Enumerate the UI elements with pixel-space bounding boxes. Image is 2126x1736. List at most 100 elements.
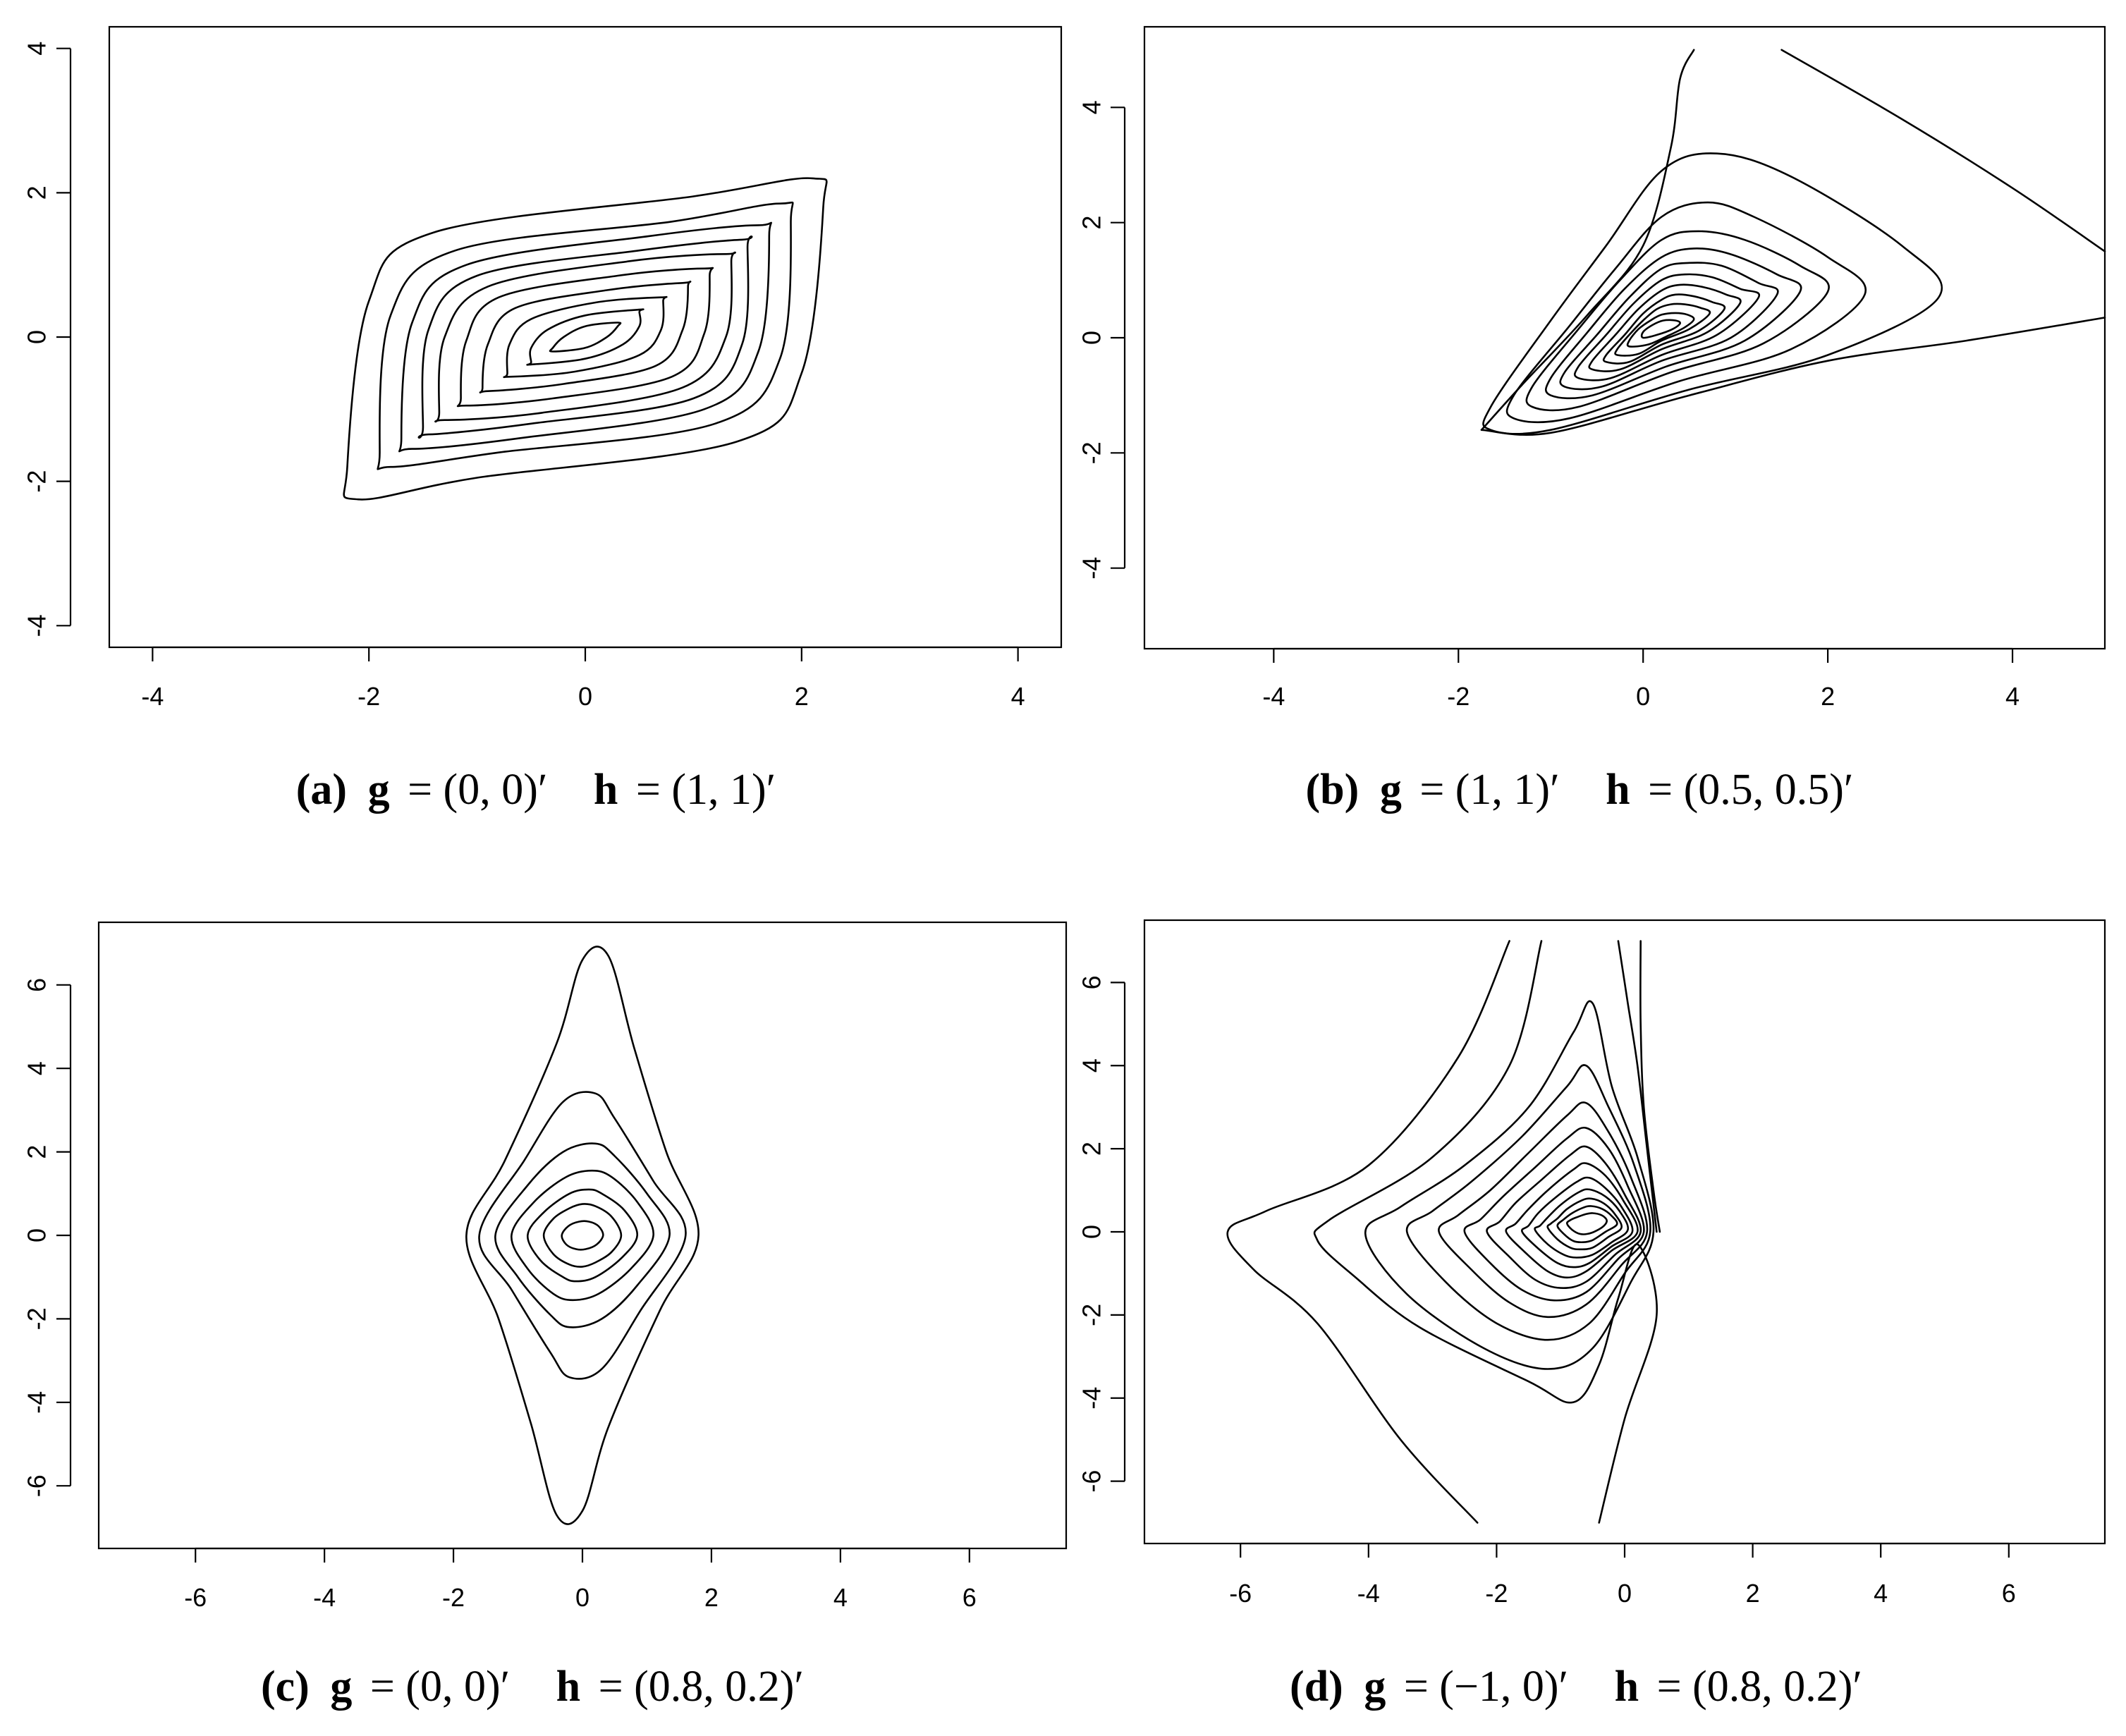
panel-d-contour-7 <box>1521 1176 1634 1269</box>
panel-b-open-contour-1 <box>1480 49 1695 431</box>
panel-d-ytick-label: 2 <box>1077 1142 1106 1156</box>
panel-a-xtick-label: 4 <box>1011 682 1025 711</box>
panel-c-contour-5 <box>526 1188 639 1283</box>
panel-b-contour-10 <box>1626 312 1695 348</box>
panel-a-xtick-label: -4 <box>141 682 164 711</box>
panel-a-contour-8 <box>503 295 668 379</box>
panel-b-contour-3 <box>1525 230 1830 412</box>
panel-d-ytick-label: -6 <box>1077 1470 1106 1493</box>
panel-b-xtick-label: 2 <box>1821 682 1835 711</box>
panel-c-xtick-label: -4 <box>313 1583 336 1612</box>
panel-c-caption: (c) g = (0, 0)′ h = (0.8, 0.2)′ <box>261 1663 804 1711</box>
panel-b-contour-1 <box>1482 152 1943 435</box>
panel-a-ytick-label: 4 <box>23 42 51 56</box>
panel-d-xaxis: -6 -4 -2 0 2 4 6 <box>1229 1542 2016 1608</box>
panel-d-ytick-label: 4 <box>1077 1058 1106 1072</box>
panel-b-contours <box>1480 49 2106 436</box>
panel-d-ytick-label: 0 <box>1077 1225 1106 1239</box>
panel-c-caption-tag: (c) <box>261 1663 310 1711</box>
panel-c-xaxis: -6 -4 -2 0 2 4 6 <box>184 1547 977 1612</box>
panel-c-xtick-label: 2 <box>704 1583 719 1612</box>
panel-d-contour-10 <box>1556 1205 1618 1244</box>
panel-b-caption-h-label: h <box>1606 766 1630 814</box>
panel-a-caption-h-value: = (1, 1)′ <box>636 766 776 814</box>
panel-d-contour-11 <box>1565 1212 1608 1235</box>
panel-c-contour-2 <box>478 1091 687 1380</box>
panel-a-xtick-label: 2 <box>795 682 809 711</box>
panel-c-contour-6 <box>542 1203 623 1268</box>
panel-a-xtick-label: -2 <box>358 682 380 711</box>
panel-b-contour-8 <box>1602 293 1726 365</box>
panel-b-xaxis: -4 -2 0 2 4 <box>1262 647 2020 711</box>
panel-d-contours <box>1226 940 1661 1524</box>
panel-a-ytick-label: -2 <box>23 470 51 493</box>
panel-b-contour-2 <box>1505 201 1867 424</box>
panel-c-xtick-label: 0 <box>575 1583 589 1612</box>
panel-a-contour-3 <box>398 221 772 453</box>
panel-b-contour-7 <box>1588 283 1742 372</box>
panel-d-caption-tag: (d) <box>1290 1663 1343 1711</box>
panel-d-contour-6 <box>1505 1162 1639 1279</box>
panel-d-xtick-label: -4 <box>1357 1579 1380 1608</box>
panel-d-open-contour-1 <box>1226 940 1510 1524</box>
panel-d-xtick-label: -2 <box>1485 1579 1508 1608</box>
panel-a-contour-9 <box>526 308 644 366</box>
panel-b: -4 -2 0 2 4 -4 -2 0 2 4 (b) g = (1, 1)′ h = (0.5… <box>1077 25 2106 814</box>
panel-c-contour-7 <box>561 1220 604 1251</box>
panel-d-contour-4 <box>1463 1126 1645 1302</box>
panel-d-ytick-label: 6 <box>1077 975 1106 989</box>
panel-a-ytick-label: 0 <box>23 330 51 344</box>
panel-c: -6 -4 -2 0 2 4 6 -6 -4 -2 0 2 4 6 (c) g = (0, 0)′ h … <box>23 921 1068 1711</box>
panel-c-caption-h-label: h <box>556 1663 580 1711</box>
panel-a-frame <box>108 25 1063 649</box>
panel-d-caption-g-value: = (−1, 0)′ <box>1404 1663 1568 1711</box>
panel-b-caption-tag: (b) <box>1306 766 1360 814</box>
panel-b-ytick-label: -4 <box>1077 557 1106 580</box>
panel-d-contour-5 <box>1486 1145 1642 1289</box>
panel-c-yaxis: -6 -4 -2 0 2 4 6 <box>23 978 72 1497</box>
panel-c-ytick-label: -4 <box>23 1391 51 1414</box>
panel-d-contour-8 <box>1534 1188 1630 1259</box>
panel-c-contour-3 <box>494 1142 671 1328</box>
panel-b-ytick-label: 2 <box>1077 216 1106 230</box>
panel-b-caption-h-value: = (0.5, 0.5)′ <box>1648 766 1853 814</box>
panel-b-frame <box>1143 25 2106 650</box>
panel-a-contour-2 <box>377 201 794 470</box>
panel-a-caption-tag: (a) <box>296 766 347 814</box>
panel-a-yaxis: -4 -2 0 2 4 <box>23 42 72 637</box>
panel-d-contour-3 <box>1438 1101 1649 1319</box>
panel-b-caption-g-label: g <box>1380 766 1402 814</box>
panel-d-xtick-label: 6 <box>2002 1579 2016 1608</box>
panel-c-ytick-label: -2 <box>23 1307 51 1330</box>
panel-b-xtick-label: -4 <box>1262 682 1285 711</box>
panel-a: -4 -2 0 2 4 -4 -2 0 2 4 (a) g = (0, 0)′ h = (1, … <box>23 25 1063 814</box>
panel-c-ytick-label: -6 <box>23 1474 51 1497</box>
panel-d-contour-9 <box>1546 1197 1623 1251</box>
panel-d-open-contour-2 <box>1313 940 1658 1524</box>
panel-a-caption-g-label: g <box>368 766 390 814</box>
panel-c-ytick-label: 0 <box>23 1228 51 1242</box>
panel-c-caption-g-value: = (0, 0)′ <box>370 1663 510 1711</box>
panel-d-open-contour-4 <box>1639 940 1661 1233</box>
panel-a-xtick-label: 0 <box>578 682 592 711</box>
panel-c-xtick-label: 6 <box>963 1583 977 1612</box>
panel-b-caption-g-value: = (1, 1)′ <box>1419 766 1559 814</box>
panel-d-contour-1 <box>1364 1000 1655 1370</box>
panel-a-ytick-label: 2 <box>23 185 51 200</box>
panel-a-contour-10 <box>549 322 622 353</box>
panel-d-xtick-label: -6 <box>1229 1579 1252 1608</box>
panel-d: -6 -4 -2 0 2 4 6 -6 -4 -2 0 2 4 6 (d) g = (−1, 0)′ h… <box>1077 919 2106 1711</box>
panel-b-ytick-label: 0 <box>1077 331 1106 345</box>
panel-a-contour-5 <box>434 251 736 423</box>
panel-c-xtick-label: -2 <box>442 1583 465 1612</box>
panel-c-caption-h-value: = (0.8, 0.2)′ <box>599 1663 804 1711</box>
panel-a-contours <box>343 177 828 501</box>
panel-b-xtick-label: 4 <box>2005 682 2020 711</box>
panel-c-frame <box>97 921 1068 1550</box>
panel-b-yaxis: -4 -2 0 2 4 <box>1077 100 1126 580</box>
panel-b-contour-9 <box>1614 302 1711 357</box>
panel-c-xtick-label: 4 <box>833 1583 848 1612</box>
panel-a-contour-7 <box>479 281 692 393</box>
panel-c-ytick-label: 6 <box>23 978 51 992</box>
